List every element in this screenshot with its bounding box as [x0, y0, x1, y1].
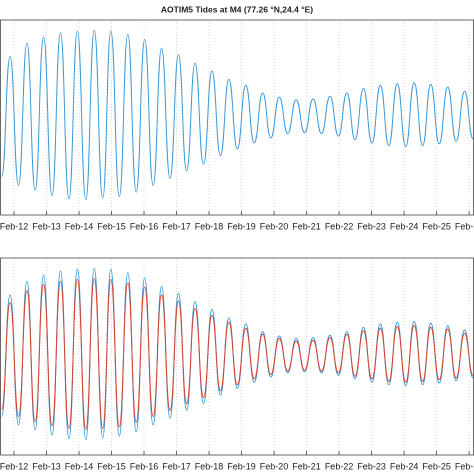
x-tick-label: Feb-12 — [0, 461, 28, 471]
x-tick-label: Feb-12 — [0, 221, 28, 231]
x-tick-label: Feb-26 — [455, 221, 474, 231]
x-tick-label: Feb-18 — [195, 461, 224, 471]
x-tick-label: Feb-15 — [97, 461, 126, 471]
x-tick-label: Feb-20 — [260, 221, 289, 231]
x-tick-label: Feb-22 — [325, 221, 354, 231]
x-tick-label: Feb-20 — [260, 461, 289, 471]
x-tick-label: Feb-25 — [422, 221, 451, 231]
x-tick-label: Feb-21 — [292, 461, 321, 471]
x-tick-label: Feb-26 — [455, 461, 474, 471]
x-tick-label: Feb-14 — [65, 221, 94, 231]
x-tick-label: Feb-13 — [32, 221, 61, 231]
x-tick-label: Feb-18 — [195, 221, 224, 231]
x-tick-label: Feb-13 — [32, 461, 61, 471]
x-tick-label: Feb-16 — [130, 461, 159, 471]
x-tick-label: Feb-24 — [390, 461, 419, 471]
x-tick-label: Feb-22 — [325, 461, 354, 471]
x-tick-label: Feb-15 — [97, 221, 126, 231]
plot-frame — [0, 257, 474, 456]
x-tick-label: Feb-23 — [357, 461, 386, 471]
x-tick-label: Feb-23 — [357, 221, 386, 231]
x-tick-label: Feb-21 — [292, 221, 321, 231]
plot-frame — [0, 19, 474, 216]
x-tick-label: Feb-24 — [390, 221, 419, 231]
x-tick-label: Feb-19 — [227, 221, 256, 231]
x-tick-label: Feb-16 — [130, 221, 159, 231]
x-tick-label: Feb-25 — [422, 461, 451, 471]
x-tick-label: Feb-14 — [65, 461, 94, 471]
x-tick-label: Feb-19 — [227, 461, 256, 471]
x-tick-label: Feb-17 — [162, 461, 191, 471]
x-tick-label: Feb-17 — [162, 221, 191, 231]
chart-title: AOTIM5 Tides at M4 (77.26 °N,24.4 °E) — [161, 4, 313, 14]
tide-line — [1, 267, 474, 441]
tide-line — [1, 278, 474, 430]
tide-line — [1, 29, 474, 201]
